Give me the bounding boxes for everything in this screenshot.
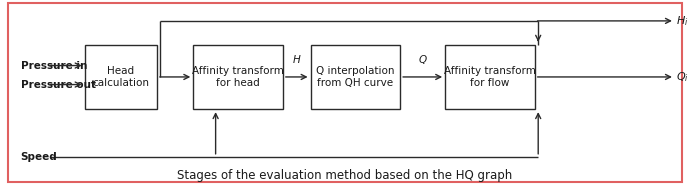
Text: Pressure in: Pressure in — [21, 61, 87, 70]
FancyBboxPatch shape — [84, 45, 157, 109]
Text: Affinity transform
for flow: Affinity transform for flow — [444, 66, 536, 88]
Text: Q interpolation
from QH curve: Q interpolation from QH curve — [316, 66, 395, 88]
Text: H: H — [293, 55, 301, 65]
Text: Speed: Speed — [21, 152, 57, 162]
Text: Affinity transform
for head: Affinity transform for head — [192, 66, 284, 88]
FancyBboxPatch shape — [445, 45, 535, 109]
Text: Q: Q — [419, 55, 426, 65]
Text: Q$_i$: Q$_i$ — [676, 70, 689, 84]
Text: Pressure out: Pressure out — [21, 80, 96, 89]
Text: Stages of the evaluation method based on the HQ graph: Stages of the evaluation method based on… — [177, 169, 513, 182]
FancyBboxPatch shape — [310, 45, 400, 109]
Text: H$_i$: H$_i$ — [676, 14, 689, 28]
FancyBboxPatch shape — [193, 45, 283, 109]
Text: Head
calculation: Head calculation — [92, 66, 149, 88]
